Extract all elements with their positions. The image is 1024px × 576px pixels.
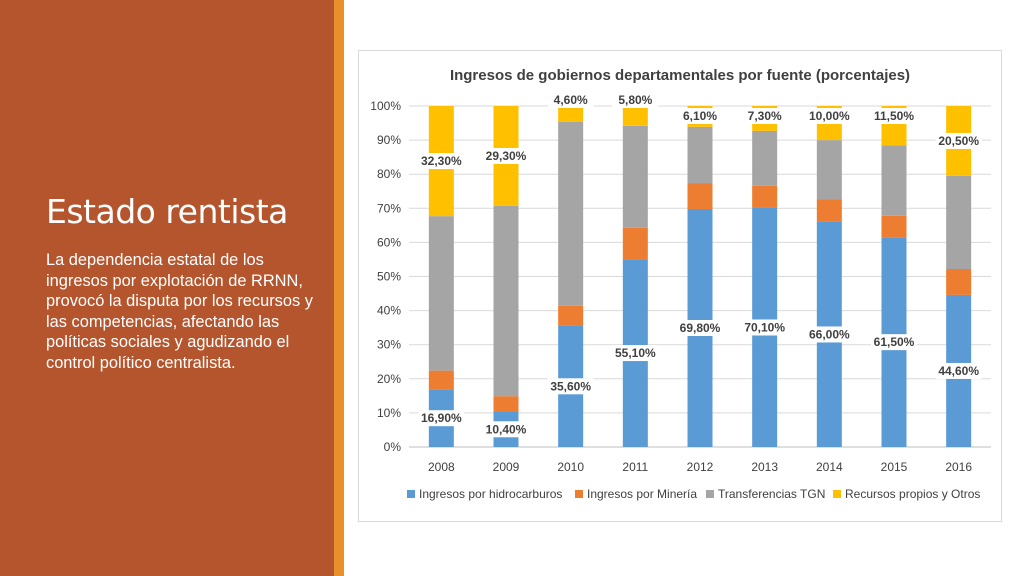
data-label: 66,00% xyxy=(809,327,850,341)
data-label: 10,00% xyxy=(809,109,850,123)
slide-body: La dependencia estatal de los ingresos p… xyxy=(46,251,313,372)
data-label-bg xyxy=(935,362,982,379)
legend-swatch xyxy=(706,490,714,498)
data-label: 61,50% xyxy=(874,335,915,349)
x-tick-label: 2016 xyxy=(945,460,972,474)
bar-segment xyxy=(493,396,519,412)
bar-segment xyxy=(816,140,842,200)
legend-swatch xyxy=(833,490,841,498)
slide-title: Estado rentista xyxy=(46,192,288,231)
bar-segment xyxy=(622,125,648,228)
data-label-bg xyxy=(741,319,788,336)
bar-segment xyxy=(752,185,778,208)
bar-segment xyxy=(428,370,454,390)
chart-box: Ingresos de gobiernos departamentales po… xyxy=(358,50,1002,522)
y-tick-label: 100% xyxy=(370,99,401,113)
y-tick-label: 90% xyxy=(377,133,401,147)
data-label-bg xyxy=(677,319,723,336)
data-label: 20,50% xyxy=(938,134,979,148)
data-label: 4,60% xyxy=(554,93,588,107)
data-label: 6,10% xyxy=(683,109,717,123)
legend-label: Transferencias TGN xyxy=(718,487,825,501)
data-label: 11,50% xyxy=(874,109,914,123)
data-label-bg xyxy=(547,92,594,108)
data-label-bg xyxy=(871,334,917,351)
y-tick-label: 30% xyxy=(377,338,401,352)
bar-segment xyxy=(946,175,972,269)
y-tick-label: 60% xyxy=(377,235,401,249)
bar-segment xyxy=(558,305,584,326)
data-label-bg xyxy=(418,410,465,427)
x-tick-label: 2012 xyxy=(687,460,714,474)
y-tick-label: 80% xyxy=(377,167,401,181)
x-tick-label: 2011 xyxy=(622,460,648,474)
bar-segment xyxy=(558,106,584,122)
data-label-bg xyxy=(871,108,917,124)
legend-label: Ingresos por hidrocarburos xyxy=(419,487,562,501)
data-label: 44,60% xyxy=(938,364,979,378)
data-label-bg xyxy=(483,421,529,438)
data-label-bg xyxy=(547,378,594,395)
data-label: 69,80% xyxy=(680,321,721,335)
data-label-bg xyxy=(418,153,465,170)
bar-segment xyxy=(881,215,907,238)
data-label: 10,40% xyxy=(486,422,527,436)
chart-title: Ingresos de gobiernos departamentales po… xyxy=(450,67,910,84)
bar-segment xyxy=(752,130,778,186)
x-tick-label: 2009 xyxy=(493,460,520,474)
data-label: 35,60% xyxy=(550,379,591,393)
legend-swatch xyxy=(407,490,415,498)
accent-bar xyxy=(334,0,344,576)
legend-label: Recursos propios y Otros xyxy=(845,487,980,501)
data-label: 16,90% xyxy=(421,411,462,425)
data-label-bg xyxy=(612,345,659,362)
data-label-bg xyxy=(483,147,529,164)
data-label: 32,30% xyxy=(421,154,462,168)
x-tick-label: 2010 xyxy=(557,460,584,474)
x-tick-label: 2008 xyxy=(428,460,455,474)
bar-segment xyxy=(558,121,584,306)
bar-segment xyxy=(428,216,454,371)
data-label-bg xyxy=(612,92,659,108)
y-tick-label: 0% xyxy=(384,440,402,454)
data-label: 70,10% xyxy=(744,320,785,334)
bar-segment xyxy=(493,205,519,397)
y-tick-label: 50% xyxy=(377,270,401,284)
data-label: 29,30% xyxy=(486,149,527,163)
bar-segment xyxy=(946,268,972,295)
x-tick-label: 2013 xyxy=(751,460,778,474)
data-label-bg xyxy=(806,326,853,343)
bar-segment xyxy=(622,227,648,260)
y-tick-label: 10% xyxy=(377,406,401,420)
stacked-bar-chart: Ingresos de gobiernos departamentales po… xyxy=(370,67,991,501)
y-tick-label: 70% xyxy=(377,201,401,215)
y-tick-label: 20% xyxy=(377,372,401,386)
data-label: 55,10% xyxy=(615,346,656,360)
bar-segment xyxy=(687,183,713,209)
y-tick-label: 40% xyxy=(377,304,401,318)
data-label-bg xyxy=(677,108,723,124)
legend-swatch xyxy=(575,490,583,498)
bar-segment xyxy=(816,199,842,222)
left-panel xyxy=(0,0,334,576)
bar-segment xyxy=(881,145,907,216)
bar-segment xyxy=(687,126,713,184)
data-label: 5,80% xyxy=(618,93,652,107)
data-label-bg xyxy=(806,108,853,124)
data-label-bg xyxy=(935,132,982,149)
data-label: 7,30% xyxy=(748,109,782,123)
legend-label: Ingresos por Minería xyxy=(587,487,697,501)
bar-segment xyxy=(622,106,648,126)
data-label-bg xyxy=(741,108,788,124)
x-tick-label: 2015 xyxy=(881,460,908,474)
x-tick-label: 2014 xyxy=(816,460,843,474)
